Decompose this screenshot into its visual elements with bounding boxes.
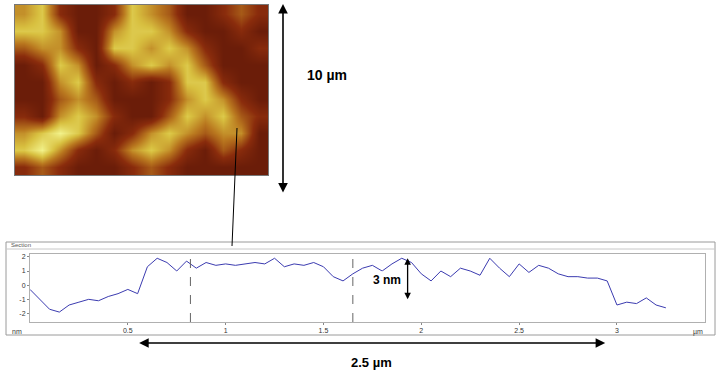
svg-text:2.5: 2.5 xyxy=(514,327,524,334)
svg-text:3: 3 xyxy=(615,327,619,334)
svg-text:2: 2 xyxy=(419,327,423,334)
svg-text:-2: -2 xyxy=(19,310,25,317)
svg-text:nm: nm xyxy=(12,328,22,335)
svg-text:10 µm: 10 µm xyxy=(307,67,347,83)
svg-text:1.5: 1.5 xyxy=(319,327,329,334)
svg-text:0: 0 xyxy=(22,282,26,289)
svg-text:0.5: 0.5 xyxy=(123,327,133,334)
svg-text:3 nm: 3 nm xyxy=(373,273,401,287)
svg-text:µm: µm xyxy=(693,328,703,336)
svg-text:2: 2 xyxy=(22,253,26,260)
svg-text:-1: -1 xyxy=(19,296,25,303)
svg-text:1: 1 xyxy=(224,327,228,334)
svg-text:1: 1 xyxy=(22,267,26,274)
svg-text:2.5 µm: 2.5 µm xyxy=(351,355,392,370)
svg-text:Section: Section xyxy=(11,242,31,248)
